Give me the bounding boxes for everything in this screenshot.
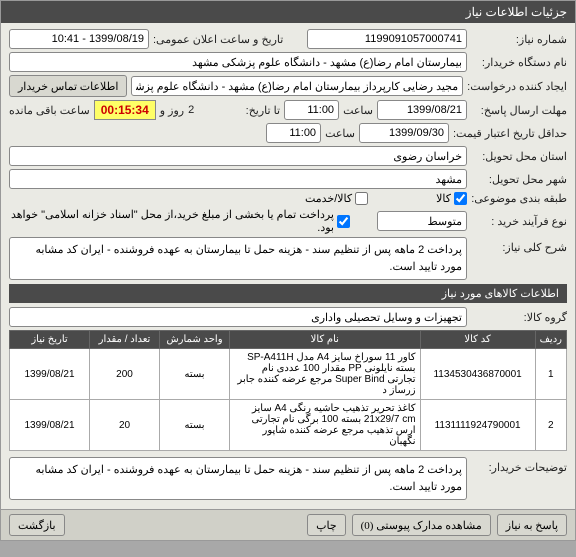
print-button[interactable]: چاپ	[307, 514, 346, 536]
announce-input[interactable]	[9, 29, 149, 49]
table-cell: 1134530436870001	[420, 349, 535, 400]
buyer-org-input[interactable]	[9, 52, 467, 72]
back-button[interactable]: بازگشت	[9, 514, 65, 536]
service-checkbox-wrap[interactable]: کالا/خدمت	[305, 192, 368, 205]
delivery-state-label: استان محل تحویل:	[471, 150, 567, 163]
creator-input[interactable]	[131, 76, 463, 96]
delivery-city-input[interactable]	[9, 169, 467, 189]
attachments-button[interactable]: مشاهده مدارک پیوستی (0)	[352, 514, 491, 536]
table-cell: 1131111924790001	[420, 400, 535, 451]
validity-label: حداقل تاریخ اعتبار قیمت:	[453, 127, 567, 140]
bottom-toolbar: پاسخ به نیاز مشاهده مدارک پیوستی (0) چاپ…	[1, 509, 575, 540]
table-row[interactable]: 11134530436870001کاور 11 سوراخ سایز A4 م…	[10, 349, 567, 400]
desc-label: شرح کلی نیاز:	[471, 237, 567, 254]
payment-checkbox-wrap[interactable]: پرداخت تمام یا بخشی از مبلغ خرید،از محل …	[9, 208, 350, 234]
group-label: گروه کالا:	[471, 311, 567, 324]
time-label-2: ساعت	[325, 127, 355, 140]
kala-checkbox-wrap[interactable]: کالا	[436, 192, 467, 205]
table-cell: کاور 11 سوراخ سایز A4 مدل SP-A411H بسته …	[230, 349, 421, 400]
payment-checkbox[interactable]	[337, 215, 350, 228]
service-checkbox[interactable]	[355, 192, 368, 205]
process-input[interactable]	[377, 211, 467, 231]
th-code: کد کالا	[420, 331, 535, 349]
items-table: ردیف کد کالا نام کالا واحد شمارش تعداد /…	[9, 330, 567, 451]
kala-checkbox[interactable]	[454, 192, 467, 205]
delivery-city-label: شهر محل تحویل:	[471, 173, 567, 186]
announce-label: تاریخ و ساعت اعلان عمومی:	[153, 33, 283, 46]
dialog-window: جزئیات اطلاعات نیاز شماره نیاز: تاریخ و …	[0, 0, 576, 541]
th-date: تاریخ نیاز	[10, 331, 90, 349]
validity-date-input[interactable]	[359, 123, 449, 143]
time-label-1: ساعت	[343, 104, 373, 117]
window-title: جزئیات اطلاعات نیاز	[466, 5, 567, 19]
service-checkbox-label: کالا/خدمت	[305, 192, 352, 205]
to-date-label: تا تاریخ:	[246, 104, 280, 117]
th-name: نام کالا	[230, 331, 421, 349]
table-cell: 1	[535, 349, 566, 400]
validity-time-input[interactable]	[266, 123, 321, 143]
content-area: شماره نیاز: تاریخ و ساعت اعلان عمومی: نا…	[1, 23, 575, 509]
deadline-date-input[interactable]	[377, 100, 467, 120]
table-cell: 1399/08/21	[10, 400, 90, 451]
table-cell: 2	[535, 400, 566, 451]
payment-note: پرداخت تمام یا بخشی از مبلغ خرید،از محل …	[9, 208, 334, 234]
kala-checkbox-label: کالا	[436, 192, 451, 205]
countdown-timer: 00:15:34	[94, 100, 156, 120]
buyer-notes-label: توضیحات خریدار:	[471, 457, 567, 474]
contact-button[interactable]: اطلاعات تماس خریدار	[9, 75, 127, 97]
items-section-header: اطلاعات کالاهای مورد نیاز	[9, 284, 567, 303]
table-row[interactable]: 21131111924790001کاغذ تحریر تذهیب حاشیه …	[10, 400, 567, 451]
th-row: ردیف	[535, 331, 566, 349]
deadline-time-input[interactable]	[284, 100, 339, 120]
creator-label: ایجاد کننده درخواست:	[467, 80, 567, 93]
table-cell: 200	[90, 349, 160, 400]
days-value: 2	[188, 104, 194, 116]
group-input[interactable]	[9, 307, 467, 327]
need-number-input[interactable]	[307, 29, 467, 49]
th-unit: واحد شمارش	[160, 331, 230, 349]
desc-text: پرداخت 2 ماهه پس از تنظیم سند - هزینه حم…	[9, 237, 467, 280]
delivery-state-input[interactable]	[9, 146, 467, 166]
titlebar: جزئیات اطلاعات نیاز	[1, 1, 575, 23]
budget-label: طبقه بندی موضوعی:	[471, 192, 567, 205]
days-word: روز و	[160, 104, 184, 117]
table-cell: 1399/08/21	[10, 349, 90, 400]
deadline-label: مهلت ارسال پاسخ:	[471, 104, 567, 117]
table-cell: بسته	[160, 400, 230, 451]
buyer-notes-text: پرداخت 2 ماهه پس از تنظیم سند - هزینه حم…	[9, 457, 467, 500]
table-cell: کاغذ تحریر تذهیب حاشیه رنگی A4 سایز 21x2…	[230, 400, 421, 451]
th-qty: تعداد / مقدار	[90, 331, 160, 349]
need-number-label: شماره نیاز:	[471, 33, 567, 46]
remaining-label: ساعت باقی مانده	[9, 104, 90, 117]
process-label: نوع فرآیند خرید :	[471, 215, 567, 228]
buyer-org-label: نام دستگاه خریدار:	[471, 56, 567, 69]
reply-button[interactable]: پاسخ به نیاز	[497, 514, 567, 536]
table-cell: 20	[90, 400, 160, 451]
table-cell: بسته	[160, 349, 230, 400]
